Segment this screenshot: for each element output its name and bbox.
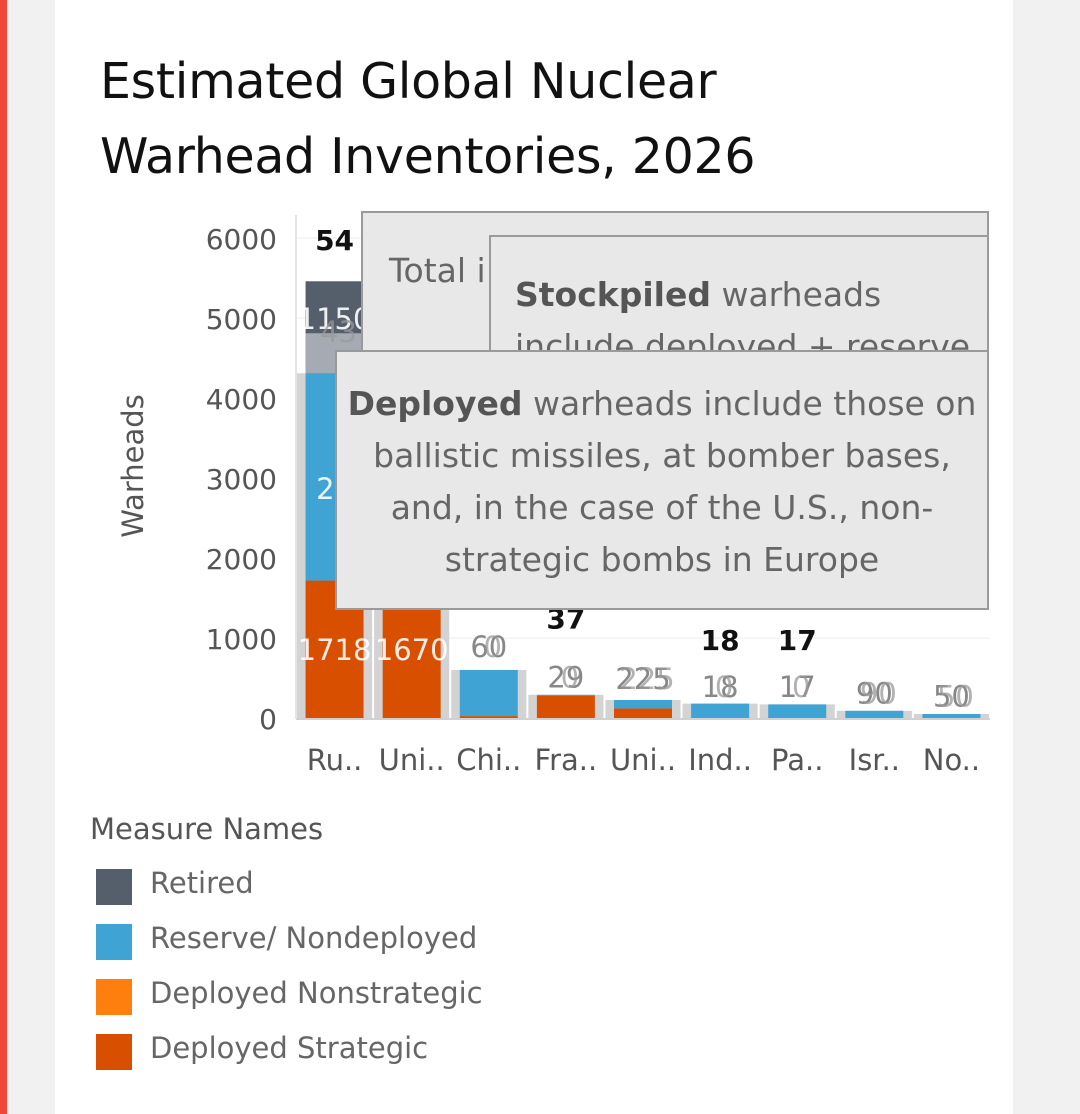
bar-reserve-nondeployed xyxy=(922,714,981,718)
bar-reserve-nondeployed xyxy=(691,703,750,718)
segment-value-label: 17 xyxy=(779,670,816,704)
left-accent-stripe xyxy=(0,0,7,1114)
y-tick-label: 6000 xyxy=(206,223,277,256)
bar-reserve-nondeployed xyxy=(536,694,595,696)
bar-reserve-nondeployed xyxy=(459,670,518,717)
y-axis-title: Warheads xyxy=(116,394,150,538)
bar-deployed-strategic xyxy=(614,708,672,718)
stockpile-value-label: 0 xyxy=(715,670,733,704)
segment-value-label: 50 xyxy=(933,680,970,714)
total-value-label: 18 xyxy=(701,624,740,657)
stockpile-value-label: 50 xyxy=(937,680,974,714)
stockpile-value-label: 0 xyxy=(792,670,810,704)
x-category-label: Ind.. xyxy=(688,743,752,777)
legend-label-retired: Retired xyxy=(150,866,254,900)
tooltip-deployed-bold: Deployed xyxy=(347,384,523,423)
legend-swatch-retired xyxy=(96,869,132,905)
bar-reserve-nondeployed xyxy=(614,700,672,709)
x-category-label: Ru.. xyxy=(307,743,363,777)
bar-reserve-nondeployed xyxy=(845,710,904,718)
tooltip-deployed-text: warheads include those on ballistic miss… xyxy=(373,384,977,579)
stockpile-value-label: 0 xyxy=(561,660,579,694)
x-category-label: Uni.. xyxy=(610,743,676,777)
y-tick-label: 5000 xyxy=(206,303,277,336)
x-category-label: Fra.. xyxy=(535,743,598,777)
legend-swatch-deployed-nonstrategic xyxy=(96,979,132,1015)
tooltip-deployed: Deployed warheads include those on balli… xyxy=(335,350,989,610)
y-tick-label: 0 xyxy=(259,703,277,736)
stockpile-value-label: 90 xyxy=(860,676,897,710)
tooltip-stockpiled-text: warheads include deployed + reserve xyxy=(515,275,971,355)
bar-reserve-nondeployed xyxy=(768,704,827,718)
total-value-label: 17 xyxy=(778,624,817,657)
stockpile-value-label: 0 xyxy=(484,630,502,664)
legend-label-deployed-strategic: Deployed Strategic xyxy=(150,1031,429,1065)
legend-title: Measure Names xyxy=(90,812,324,846)
y-tick-label: 3000 xyxy=(206,463,277,496)
legend-label-deployed-nonstrategic: Deployed Nonstrategic xyxy=(150,976,483,1010)
total-value-label: 54 xyxy=(315,224,354,257)
x-category-label: Isr.. xyxy=(849,743,900,777)
y-tick-label: 1000 xyxy=(206,623,277,656)
segment-value-label: 60 xyxy=(470,630,507,664)
legend-swatch-reserve xyxy=(96,924,132,960)
stockpile-value-label: 43 xyxy=(320,315,357,349)
y-tick-label: 2000 xyxy=(206,543,277,576)
x-category-label: Chi.. xyxy=(456,743,521,777)
segment-value-label: 18 xyxy=(702,670,739,704)
x-category-label: No.. xyxy=(923,743,980,777)
x-category-label: Uni.. xyxy=(379,743,445,777)
bar-deployed-strategic xyxy=(459,716,518,718)
legend-swatch-deployed-strategic xyxy=(96,1034,132,1070)
stockpile-value-label: 225 xyxy=(619,662,674,696)
segment-value-label: 29 xyxy=(547,660,584,694)
bar-deployed-strategic xyxy=(536,695,595,718)
segment-value-label: 225 xyxy=(615,662,670,696)
chart-title: Estimated Global Nuclear Warhead Invento… xyxy=(100,53,756,185)
segment-value-label: 90 xyxy=(856,676,893,710)
segment-value-label: 1718 xyxy=(298,633,372,667)
tooltip-stockpiled: Stockpiled warheads include deployed + r… xyxy=(489,235,989,355)
segment-value-label: 1670 xyxy=(375,633,449,667)
tooltip-stockpiled-bold: Stockpiled xyxy=(515,275,711,314)
legend-label-reserve: Reserve/ Nondeployed xyxy=(150,921,478,955)
segment-value-label: 1150 xyxy=(298,302,372,336)
y-tick-label: 4000 xyxy=(206,383,277,416)
x-category-label: Pa.. xyxy=(771,743,823,777)
